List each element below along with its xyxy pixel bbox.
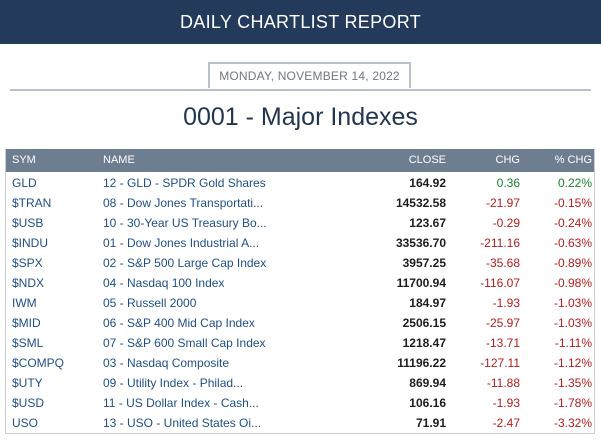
close-value: 869.94	[409, 376, 446, 390]
table-row[interactable]: $SPX 02 - S&P 500 Large Cap Index 3957.25 -…	[6, 253, 594, 273]
change-value: -2.47	[492, 416, 520, 430]
symbol-link[interactable]: $SPX	[12, 256, 43, 270]
change-value: -21.97	[485, 196, 520, 210]
table-row[interactable]: IWM 05 - Russell 2000 184.97 -1.93 -1.03%	[6, 293, 594, 313]
close-value: 2506.15	[402, 316, 446, 330]
percent-change-value: -1.03%	[553, 296, 592, 310]
close-value: 3957.25	[402, 256, 446, 270]
symbol-link[interactable]: $USD	[12, 396, 45, 410]
symbol-link[interactable]: USO	[12, 416, 39, 430]
report-header: DAILY CHARTLIST REPORT	[0, 0, 601, 44]
change-value: -35.68	[485, 256, 520, 270]
close-value: 11700.94	[396, 276, 446, 290]
name-link[interactable]: 01 - Dow Jones Industrial A...	[103, 236, 260, 250]
percent-change-value: -0.63%	[553, 236, 592, 250]
close-value: 164.92	[409, 176, 446, 190]
percent-change-value: -1.35%	[553, 376, 592, 390]
symbol-link[interactable]: $UTY	[12, 376, 43, 390]
name-link[interactable]: 09 - Utility Index - Philad...	[103, 376, 244, 390]
table-row[interactable]: $NDX 04 - Nasdaq 100 Index 11700.94 -116.07…	[6, 273, 594, 293]
change-value: -127.11	[480, 356, 520, 370]
name-link[interactable]: 03 - Nasdaq Composite	[103, 356, 230, 370]
index-table: SYM NAME CLOSE CHG % CHG GLD 12 - GLD - S…	[5, 149, 595, 434]
change-value: -1.93	[492, 296, 520, 310]
symbol-link[interactable]: $MID	[12, 316, 41, 330]
table-row[interactable]: $USD 11 - US Dollar Index - Cash... 106.16…	[6, 393, 594, 413]
name-link[interactable]: 07 - S&P 600 Small Cap Index	[103, 336, 266, 350]
table-row[interactable]: GLD 12 - GLD - SPDR Gold Shares 164.92 0.36…	[6, 173, 594, 193]
close-value: 14532.58	[395, 196, 446, 210]
name-link[interactable]: 13 - USO - United States Oi...	[103, 416, 262, 430]
percent-change-value: -0.98%	[553, 276, 592, 290]
change-value: -13.71	[485, 336, 520, 350]
name-link[interactable]: 06 - S&P 400 Mid Cap Index	[103, 316, 255, 330]
column-header-chg[interactable]: CHG	[495, 154, 520, 166]
table-row[interactable]: $USB 10 - 30-Year US Treasury Bo... 123.67…	[6, 213, 594, 233]
table-row[interactable]: USO 13 - USO - United States Oi... 71.91 -2…	[6, 413, 594, 433]
close-value: 33536.70	[395, 236, 446, 250]
date-banner: MONDAY, NOVEMBER 14, 2022	[10, 62, 591, 91]
symbol-link[interactable]: $USB	[12, 216, 44, 230]
change-value: -0.29	[492, 216, 520, 230]
name-link[interactable]: 12 - GLD - SPDR Gold Shares	[103, 176, 266, 190]
table-row[interactable]: $MID 06 - S&P 400 Mid Cap Index 2506.15 -25…	[6, 313, 594, 333]
close-value: 106.16	[409, 396, 446, 410]
name-link[interactable]: 04 - Nasdaq 100 Index	[103, 276, 225, 290]
percent-change-value: -3.32%	[553, 416, 592, 430]
percent-change-value: 0.22%	[557, 176, 592, 190]
table-header: SYM NAME CLOSE CHG % CHG	[6, 149, 594, 172]
chartlist-title: 0001 - Major Indexes	[183, 103, 418, 131]
change-value: -211.16	[480, 236, 520, 250]
name-link[interactable]: 05 - Russell 2000	[103, 296, 197, 310]
table-row[interactable]: $TRAN 08 - Dow Jones Transportati... 14532…	[6, 193, 594, 213]
percent-change-value: -1.78%	[553, 396, 592, 410]
column-header-close[interactable]: CLOSE	[408, 154, 446, 166]
symbol-link[interactable]: $TRAN	[12, 196, 52, 210]
table-row[interactable]: $COMPQ 03 - Nasdaq Composite 11196.22 -127.…	[6, 353, 594, 373]
report-header-title: DAILY CHARTLIST REPORT	[179, 11, 421, 32]
symbol-link[interactable]: GLD	[12, 176, 37, 190]
column-header-sym[interactable]: SYM	[12, 154, 36, 166]
report-date: MONDAY, NOVEMBER 14, 2022	[208, 62, 411, 88]
column-header-name[interactable]: NAME	[103, 154, 135, 166]
percent-change-value: -1.03%	[553, 316, 592, 330]
table-row[interactable]: $SML 07 - S&P 600 Small Cap Index 1218.47 -…	[6, 333, 594, 353]
table-row[interactable]: $INDU 01 - Dow Jones Industrial A... 33536…	[6, 233, 594, 253]
percent-change-value: -1.11%	[554, 336, 592, 350]
name-link[interactable]: 10 - 30-Year US Treasury Bo...	[103, 216, 267, 230]
percent-change-value: -0.24%	[553, 216, 592, 230]
close-value: 71.91	[415, 416, 446, 430]
close-value: 123.67	[409, 216, 446, 230]
close-value: 1218.47	[402, 336, 446, 350]
symbol-link[interactable]: $NDX	[12, 276, 45, 290]
date-divider	[10, 89, 591, 91]
change-value: 0.36	[496, 176, 520, 190]
symbol-link[interactable]: $COMPQ	[12, 356, 65, 370]
close-value: 11196.22	[397, 356, 446, 370]
close-value: 184.97	[409, 296, 446, 310]
percent-change-value: -0.89%	[553, 256, 592, 270]
column-header-pct-chg[interactable]: % CHG	[554, 154, 592, 166]
name-link[interactable]: 08 - Dow Jones Transportati...	[103, 196, 264, 210]
percent-change-value: -0.15%	[553, 196, 592, 210]
change-value: -1.93	[492, 396, 520, 410]
symbol-link[interactable]: $SML	[12, 336, 44, 350]
change-value: -25.97	[485, 316, 520, 330]
name-link[interactable]: 11 - US Dollar Index - Cash...	[103, 396, 259, 410]
symbol-link[interactable]: $INDU	[12, 236, 49, 250]
table-row[interactable]: $UTY 09 - Utility Index - Philad... 869.94…	[6, 373, 594, 393]
percent-change-value: -1.12%	[553, 356, 592, 370]
symbol-link[interactable]: IWM	[12, 296, 37, 310]
change-value: -11.88	[486, 376, 520, 390]
name-link[interactable]: 02 - S&P 500 Large Cap Index	[103, 256, 267, 270]
change-value: -116.07	[480, 276, 520, 290]
